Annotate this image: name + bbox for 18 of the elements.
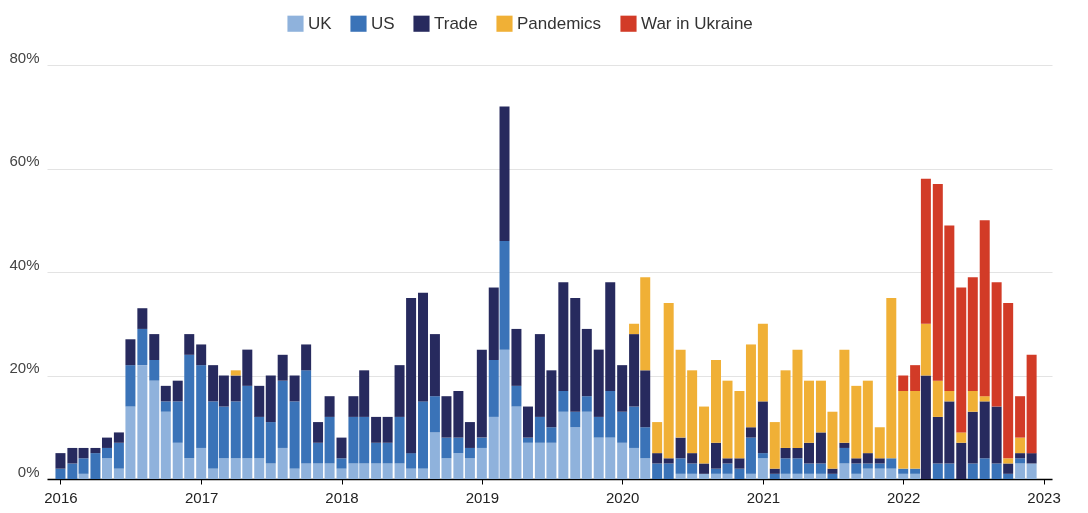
x-tick-label: 2019	[465, 488, 500, 506]
legend-label: War in Ukraine	[641, 13, 753, 33]
x-tick-label: 2017	[184, 488, 219, 506]
y-tick-label: 40%	[9, 255, 40, 273]
x-tick-label: 2021	[746, 488, 781, 506]
x-tick-label: 2018	[325, 488, 359, 506]
legend-label: UK	[308, 13, 333, 33]
y-tick-label: 80%	[9, 48, 40, 66]
legend-label: Pandemics	[517, 13, 602, 33]
y-tick-label: 60%	[9, 152, 40, 169]
y-tick-label: 0%	[17, 462, 40, 480]
x-tick-label: 2023	[1027, 488, 1061, 506]
x-tick-label: 2020	[605, 488, 640, 506]
x-tick-label: 2022	[887, 488, 921, 506]
legend-label: Trade	[434, 13, 478, 33]
y-tick-label: 20%	[9, 359, 40, 376]
x-tick-label: 2016	[44, 488, 78, 506]
legend-label: US	[371, 13, 395, 33]
